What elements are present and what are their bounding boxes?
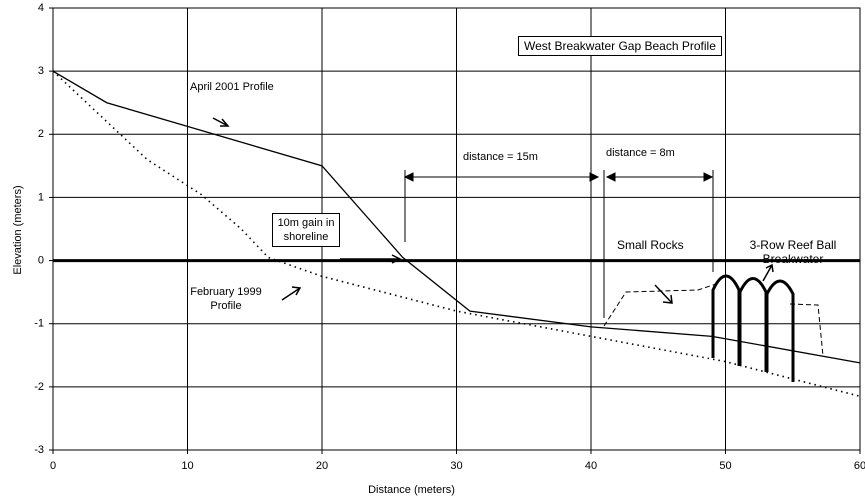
chart-title: West Breakwater Gap Beach Profile [518,36,722,56]
x-tick-label: 60 [854,460,865,472]
plot-border [52,7,861,451]
y-tick-label: -1 [34,318,44,330]
decorations [212,117,824,382]
series-line [52,70,861,398]
y-tick-label: 3 [38,65,44,77]
x-tick-label: 20 [316,460,328,472]
x-tick-label: 50 [719,460,731,472]
series-label: April 2001 Profile [190,81,274,93]
annotation: distance = 8m [606,147,675,159]
x-axis-title: Distance (meters) [368,484,455,496]
x-tick-label: 10 [181,460,193,472]
annotation: 10m gain in shoreline [272,213,340,247]
y-tick-label: -2 [34,381,44,393]
annotation: distance = 15m [463,151,538,163]
y-tick-label: 1 [38,191,44,203]
annotation: 3-Row Reef Ball Breakwater [749,238,837,266]
y-tick-label: 2 [38,128,44,140]
series-label: February 1999 Profile [190,286,262,312]
annotation: Small Rocks [617,238,684,252]
x-tick-label: 30 [450,460,462,472]
y-tick-label: 4 [38,2,44,14]
x-tick-label: 0 [50,460,56,472]
series-line [52,70,861,364]
x-tick-label: 40 [585,460,597,472]
y-tick-label: -3 [34,444,44,456]
y-tick-label: 0 [38,254,44,266]
y-axis-title: Elevation (meters) [12,185,24,274]
